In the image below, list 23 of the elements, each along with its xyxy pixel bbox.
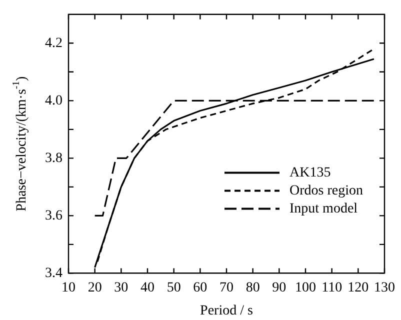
legend-label: AK135 (290, 165, 331, 180)
y-tick-label: 3.6 (45, 208, 62, 224)
y-axis-title: Phase−velocity/(km·s-1) (10, 76, 30, 212)
legend-label: Ordos region (290, 183, 363, 198)
x-tick-label: 50 (166, 280, 181, 296)
y-tick-label: 3.4 (45, 266, 62, 281)
x-tick-label: 110 (322, 280, 342, 296)
y-tick-label: 4.0 (45, 93, 62, 108)
x-axis-title: Period / s (200, 304, 253, 319)
x-tick-label: 130 (374, 280, 395, 296)
x-tick-label: 90 (272, 280, 286, 296)
x-tick-label: 30 (114, 280, 128, 296)
x-tick-label: 10 (62, 280, 76, 296)
x-tick-label: 20 (88, 280, 102, 296)
x-tick-label: 80 (246, 280, 260, 296)
x-tick-label: 40 (140, 280, 154, 296)
x-tick-label: 60 (193, 280, 208, 296)
x-tick-label: 70 (220, 280, 234, 296)
x-tick-label: 100 (295, 280, 316, 296)
legend-label: Input model (290, 201, 358, 216)
y-tick-label: 3.8 (45, 150, 62, 166)
x-tick-label: 120 (348, 280, 369, 296)
y-tick-label: 4.2 (45, 36, 62, 51)
